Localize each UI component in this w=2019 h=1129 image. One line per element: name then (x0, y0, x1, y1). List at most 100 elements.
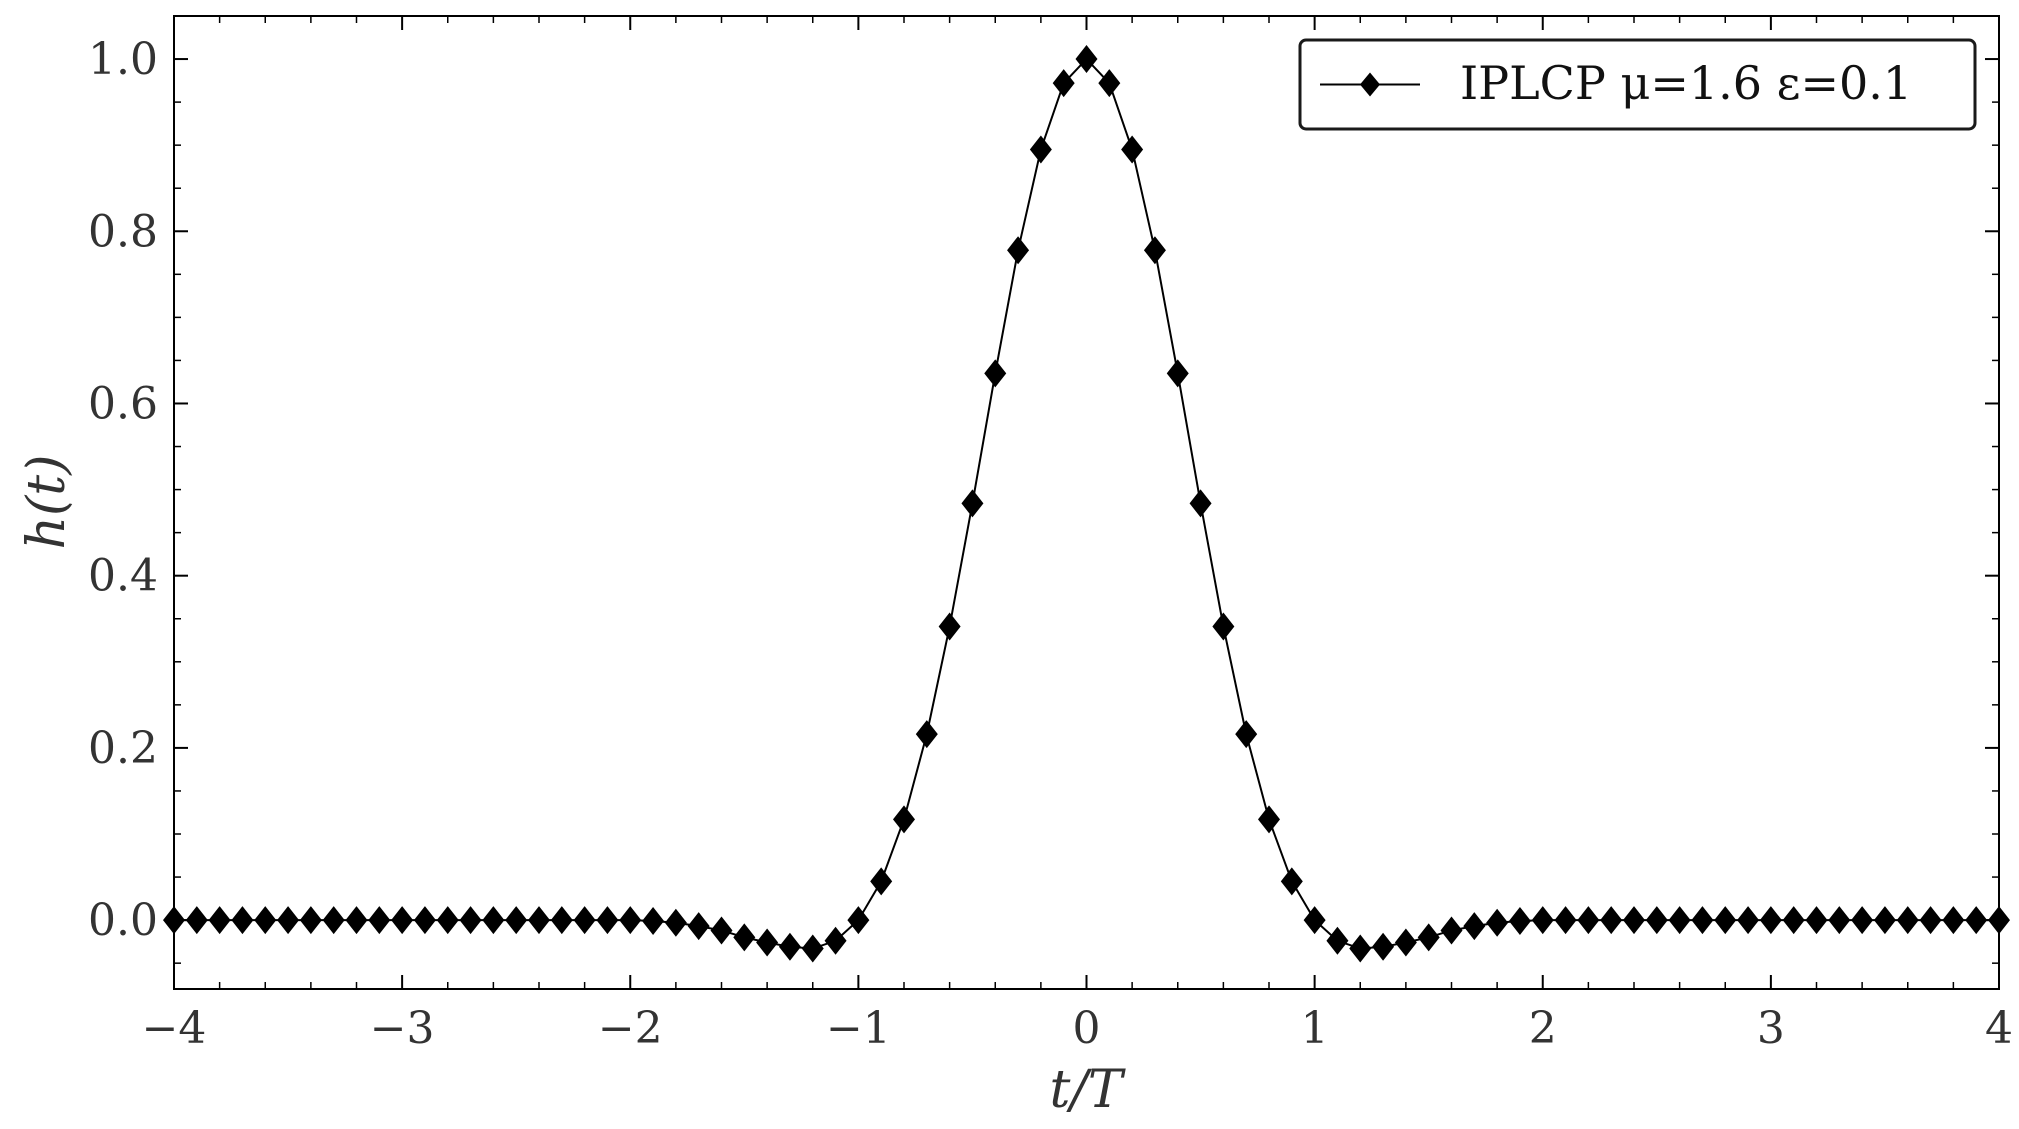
series-markers (163, 45, 2010, 963)
data-point (1143, 236, 1166, 265)
data-point (1851, 906, 1874, 935)
data-point (1235, 720, 1258, 749)
x-tick-label: −4 (142, 1003, 207, 1054)
data-point (1052, 69, 1075, 98)
series-line (174, 57, 1999, 950)
data-point (893, 805, 915, 834)
data-point (1805, 906, 1828, 935)
data-point (733, 923, 756, 952)
data-point (756, 928, 779, 957)
major-ticks (173, 16, 2000, 989)
x-tick-label: 1 (1301, 1003, 1329, 1054)
data-point (1349, 934, 1372, 963)
data-point (1691, 906, 1714, 935)
x-tick-label: 0 (1073, 1003, 1101, 1054)
data-point (1280, 867, 1303, 896)
data-point (1212, 612, 1235, 641)
x-tick-label: −3 (370, 1003, 435, 1054)
data-point (482, 906, 505, 935)
data-point (778, 932, 801, 961)
minor-ticks (174, 15, 1999, 989)
data-point (664, 908, 687, 937)
data-point (1714, 906, 1737, 935)
data-point (459, 906, 482, 935)
x-tick-label: −1 (826, 1003, 891, 1054)
data-point (436, 906, 459, 935)
data-point (1782, 906, 1805, 935)
data-point (1919, 906, 1942, 935)
data-point (550, 906, 573, 935)
data-point (322, 906, 345, 935)
data-point (1873, 906, 1896, 935)
data-point (1440, 916, 1463, 945)
data-point (961, 489, 984, 518)
data-point (1463, 912, 1486, 941)
data-point (847, 906, 870, 935)
data-point (801, 934, 824, 963)
data-point (528, 906, 550, 935)
data-point (710, 916, 733, 945)
data-point (1098, 69, 1121, 98)
data-point (1372, 932, 1395, 961)
x-tick-label: −2 (598, 1003, 663, 1054)
data-point (1577, 906, 1600, 935)
data-point (391, 906, 414, 935)
data-point (1166, 359, 1189, 388)
legend: IPLCP μ=1.6 ε=0.1 (1298, 38, 1977, 131)
data-point (915, 720, 938, 749)
data-point (299, 906, 322, 935)
data-point (345, 906, 368, 935)
data-point (1600, 906, 1623, 935)
data-point (1258, 805, 1280, 834)
data-point (1554, 906, 1577, 935)
y-tick-label: 0.2 (88, 723, 158, 774)
legend-box (1298, 38, 1977, 131)
data-point (1417, 923, 1440, 952)
x-tick-label: 2 (1529, 1003, 1557, 1054)
data-point (1828, 906, 1851, 935)
data-point (870, 867, 893, 896)
data-point (619, 906, 642, 935)
data-point (984, 359, 1007, 388)
data-point (1531, 906, 1554, 935)
data-point (254, 906, 277, 935)
data-point (824, 926, 847, 955)
y-tick-label: 0.6 (88, 378, 158, 429)
data-point (1486, 908, 1509, 937)
y-tick-label: 0.0 (88, 895, 158, 946)
data-point (1029, 135, 1052, 164)
data-point (1896, 906, 1919, 935)
plot-frame (173, 15, 2000, 990)
data-point (1965, 906, 1988, 935)
data-point (1326, 926, 1349, 955)
data-point (1508, 906, 1531, 935)
plot-area (163, 45, 2010, 963)
data-point (231, 906, 254, 935)
data-point (1007, 236, 1030, 265)
data-point (413, 906, 436, 935)
data-point (573, 906, 596, 935)
legend-entry-label: IPLCP μ=1.6 ε=0.1 (1460, 56, 1912, 110)
data-point (1303, 906, 1326, 935)
x-axis-label: t/T (1049, 1060, 1125, 1120)
legend-marker-icon (1360, 72, 1380, 97)
data-point (596, 906, 619, 935)
data-point (505, 906, 528, 935)
x-tick-label: 3 (1757, 1003, 1785, 1054)
data-point (368, 906, 391, 935)
data-point (208, 906, 231, 935)
data-point (642, 906, 665, 935)
data-point (1737, 906, 1760, 935)
data-point (1075, 45, 1098, 74)
data-point (1668, 906, 1691, 935)
data-point (185, 906, 208, 935)
x-tick-label: 4 (1985, 1003, 2013, 1054)
x-tick-labels: −4 −3 −2 −1 0 1 2 3 4 (142, 1003, 2013, 1054)
data-point (1942, 906, 1965, 935)
data-point (1759, 906, 1782, 935)
data-point (1623, 906, 1645, 935)
y-tick-labels: 0.0 0.2 0.4 0.6 0.8 1.0 (88, 34, 158, 946)
data-point (1121, 135, 1144, 164)
y-tick-label: 1.0 (88, 34, 158, 85)
